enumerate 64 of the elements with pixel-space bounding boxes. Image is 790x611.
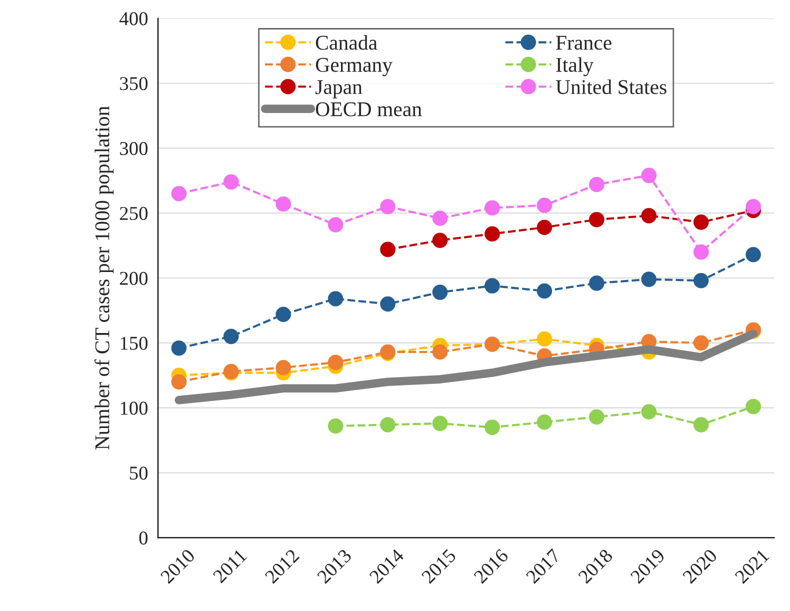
point bbox=[589, 212, 604, 228]
point bbox=[746, 398, 761, 414]
point bbox=[693, 335, 709, 351]
point bbox=[484, 278, 500, 294]
point bbox=[693, 244, 709, 260]
legend-label: United States bbox=[556, 79, 666, 94]
point bbox=[380, 198, 396, 214]
legend-label: France bbox=[556, 36, 612, 50]
point bbox=[276, 306, 291, 322]
y-tick-label: 100 bbox=[120, 402, 148, 415]
y-tick-label: 350 bbox=[120, 77, 148, 90]
point bbox=[328, 217, 344, 232]
point bbox=[536, 220, 552, 236]
legend-label: Germany bbox=[316, 58, 393, 76]
point bbox=[641, 404, 657, 420]
y-tick-label: 0 bbox=[139, 531, 148, 545]
point bbox=[380, 417, 396, 432]
x-tick-label: 2011 bbox=[212, 548, 248, 584]
point bbox=[432, 210, 448, 226]
point bbox=[276, 196, 291, 212]
point bbox=[380, 242, 396, 258]
point bbox=[484, 226, 500, 242]
legend-label: Canada bbox=[316, 35, 378, 50]
point bbox=[223, 328, 239, 344]
point bbox=[589, 409, 604, 425]
point bbox=[171, 186, 187, 202]
point bbox=[432, 344, 448, 360]
point bbox=[223, 174, 239, 190]
y-tick-label: 200 bbox=[120, 272, 148, 285]
point bbox=[536, 331, 552, 347]
point bbox=[536, 198, 552, 213]
point bbox=[328, 354, 344, 370]
point bbox=[432, 232, 448, 248]
point bbox=[328, 418, 344, 434]
y-tick-label: 50 bbox=[130, 466, 148, 480]
point bbox=[171, 374, 187, 390]
legend-label: Japan bbox=[316, 80, 362, 98]
y-tick-label: 300 bbox=[120, 142, 148, 156]
point bbox=[746, 246, 761, 262]
y-tick-label: 400 bbox=[119, 12, 148, 26]
legend-label: Italy bbox=[556, 57, 594, 76]
y-tick-label: 250 bbox=[120, 206, 148, 220]
point bbox=[380, 296, 396, 312]
point bbox=[484, 200, 500, 216]
y-axis-title: Number of CT cases per 1000 population bbox=[94, 106, 114, 450]
point bbox=[171, 340, 187, 356]
y-tick-label: 150 bbox=[120, 336, 148, 350]
point bbox=[276, 360, 291, 376]
point bbox=[484, 420, 500, 435]
point bbox=[432, 416, 448, 432]
point bbox=[641, 272, 657, 287]
point bbox=[746, 198, 761, 214]
legend-label: OECD mean bbox=[316, 102, 422, 116]
point bbox=[432, 284, 448, 300]
point bbox=[693, 214, 709, 230]
point bbox=[693, 272, 709, 288]
point bbox=[328, 291, 344, 306]
point bbox=[589, 176, 604, 192]
point bbox=[693, 417, 709, 432]
point bbox=[536, 414, 552, 430]
point bbox=[641, 208, 657, 224]
point bbox=[536, 283, 552, 299]
point bbox=[641, 168, 657, 184]
point bbox=[589, 276, 604, 291]
